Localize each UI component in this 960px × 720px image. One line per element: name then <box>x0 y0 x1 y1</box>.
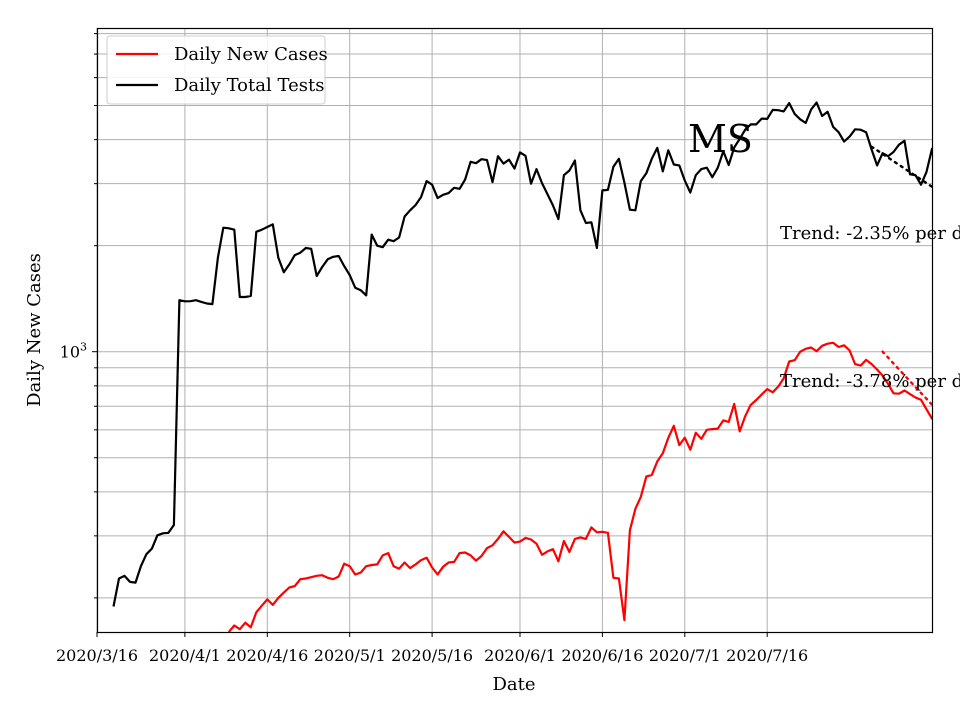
legend-label-0: Daily New Cases <box>174 44 328 65</box>
trend-annotation-1: Trend: -3.78% per day <box>780 371 960 392</box>
legend-box <box>106 35 326 105</box>
legend-label-1: Daily Total Tests <box>174 75 324 96</box>
trend-annotations: Trend: -2.35% per day Trend: -3.78% per d… <box>780 223 960 392</box>
trend-annotation-0: Trend: -2.35% per day <box>780 223 960 244</box>
trend-lines <box>870 145 932 407</box>
series-lines <box>112 101 932 632</box>
series-line-1 <box>112 101 932 607</box>
series-line-0 <box>227 341 932 632</box>
state-label: MS <box>688 117 753 161</box>
x-tick-label: 2020/7/16 <box>726 646 808 665</box>
y-axis-ticks: 103 <box>60 33 97 599</box>
x-tick-label: 2020/6/16 <box>561 646 643 665</box>
x-tick-label: 2020/5/1 <box>314 646 386 665</box>
x-tick-label: 2020/6/1 <box>484 646 556 665</box>
x-axis-title: Date <box>492 674 535 695</box>
plot-frame <box>96 27 934 634</box>
y-tick-exponent: 3 <box>80 341 87 354</box>
legend: Daily New Cases Daily Total Tests <box>106 35 328 105</box>
x-tick-label: 2020/4/1 <box>149 646 221 665</box>
trend-line-0 <box>870 145 932 189</box>
x-tick-label: 2020/4/16 <box>226 646 308 665</box>
y-axis-title: Daily New Cases <box>24 253 45 407</box>
y-tick-base: 10 <box>60 343 80 362</box>
grid <box>96 28 932 632</box>
x-tick-label: 2020/7/1 <box>649 646 721 665</box>
x-tick-label: 2020/3/16 <box>56 646 138 665</box>
y-tick-label: 103 <box>60 341 87 362</box>
x-axis-ticks: 2020/3/16 2020/4/1 2020/4/16 2020/5/1 2020/5… <box>56 632 808 665</box>
x-tick-label: 2020/5/16 <box>391 646 473 665</box>
